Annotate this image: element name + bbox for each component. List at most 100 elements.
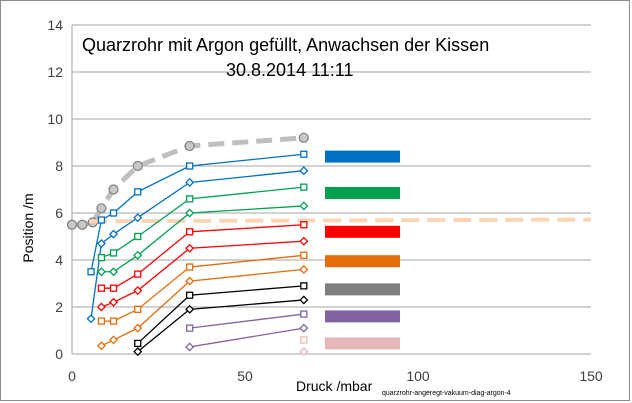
footnote: quarzrohr-angeregt-vakuum-diag-argon-4	[382, 390, 511, 397]
series-point-diamond	[299, 295, 309, 305]
series-point-square	[185, 324, 194, 332]
dashed-series-point	[132, 160, 143, 172]
series-point-diamond	[299, 166, 309, 176]
series-point-square	[300, 183, 308, 191]
series-point-square	[300, 150, 308, 158]
series-point-diamond	[96, 239, 106, 249]
series-point-diamond	[133, 286, 143, 296]
series-point-square	[300, 251, 308, 259]
series-point-square	[185, 263, 194, 271]
series-line	[101, 268, 304, 347]
y-tick-label: 12	[47, 64, 63, 80]
legend-swatch	[325, 255, 400, 268]
series-point-square	[185, 291, 194, 299]
series-line	[101, 224, 304, 289]
series-point-square	[97, 284, 106, 292]
chart-title: Quarzrohr mit Argon gefüllt, Anwachsen d…	[82, 35, 489, 55]
series-point-diamond	[96, 302, 106, 312]
series-point-diamond	[299, 236, 309, 246]
series-point-diamond	[299, 201, 309, 211]
series-point-square	[300, 310, 308, 318]
series-point-square	[185, 228, 194, 236]
series-line	[101, 240, 304, 308]
series-point-square	[109, 284, 118, 292]
legend-swatch	[325, 337, 400, 350]
chart-subtitle: 30.8.2014 11:11	[226, 60, 353, 80]
y-tick-label: 0	[55, 346, 63, 362]
series-point-square	[97, 216, 106, 224]
series-point-square	[185, 195, 194, 203]
x-tick-label: 0	[68, 368, 76, 384]
series-point-square	[185, 162, 194, 170]
series-line	[90, 153, 304, 272]
series-point-diamond	[96, 341, 106, 351]
dashed-series-point	[77, 219, 88, 230]
series-point-square	[134, 188, 142, 196]
series-point-diamond	[185, 208, 195, 218]
series-line	[137, 299, 304, 353]
series-line	[189, 327, 304, 348]
series-point-diamond	[109, 267, 119, 277]
legend-swatch	[325, 310, 400, 323]
dashed-series-line	[89, 217, 592, 224]
series-point-square	[300, 282, 308, 290]
series-point-square	[97, 253, 106, 262]
series-point-diamond	[299, 347, 309, 357]
x-tick-label: 150	[579, 368, 603, 384]
series-point-square	[300, 336, 308, 344]
series-point-diamond	[299, 264, 309, 274]
series-point-diamond	[133, 323, 143, 333]
series-point-diamond	[185, 342, 195, 352]
series-point-diamond	[299, 323, 309, 333]
series-point-diamond	[109, 297, 119, 307]
series-line	[101, 205, 304, 273]
series-point-square	[134, 305, 142, 314]
legend-swatch	[325, 187, 400, 200]
series-point-square	[134, 232, 142, 241]
series-point-diamond	[133, 250, 143, 260]
series-line	[137, 285, 304, 344]
dashed-series-point	[184, 140, 195, 152]
series-point-diamond	[185, 243, 195, 253]
x-tick-label: 50	[237, 368, 253, 384]
dashed-reference-lines	[66, 132, 592, 230]
x-tick-label: 100	[406, 368, 430, 384]
grid-lines	[71, 24, 591, 355]
legend-swatch	[325, 150, 400, 163]
series-point-square	[97, 317, 106, 325]
dashed-series-point	[96, 203, 107, 214]
series-line	[189, 313, 304, 329]
dashed-series-point	[66, 219, 78, 230]
series-point-square	[109, 209, 118, 217]
series-point-diamond	[109, 229, 119, 239]
series-line	[90, 170, 304, 319]
legend-swatch	[325, 283, 400, 296]
dashed-series-point	[108, 184, 119, 195]
x-axis-label: Druck /mbar	[296, 378, 373, 394]
series-point-square	[87, 268, 95, 276]
y-axis-label: Position /m	[20, 193, 36, 262]
series-point-diamond	[133, 213, 143, 223]
series-point-diamond	[96, 267, 106, 277]
legend-swatch	[325, 225, 400, 238]
series-point-square	[134, 339, 142, 348]
y-tick-label: 10	[47, 111, 63, 127]
y-tick-label: 6	[55, 205, 63, 221]
series-point-square	[134, 270, 142, 278]
series-point-square	[300, 221, 308, 229]
legend-swatches	[325, 150, 400, 350]
y-tick-label: 2	[55, 299, 63, 315]
y-tick-label: 8	[55, 158, 63, 174]
dashed-series-point	[298, 132, 309, 143]
series-point-diamond	[185, 177, 195, 187]
series-point-square	[109, 249, 118, 257]
series-point-diamond	[109, 335, 119, 345]
series-point-square	[109, 317, 118, 325]
y-tick-label: 14	[47, 17, 63, 33]
plot-series	[86, 150, 309, 357]
series-point-diamond	[86, 314, 96, 324]
series-point-diamond	[185, 276, 195, 286]
tick-labels: 0 2 4 6 8 10 12 14 0 50 100 150	[47, 17, 602, 384]
